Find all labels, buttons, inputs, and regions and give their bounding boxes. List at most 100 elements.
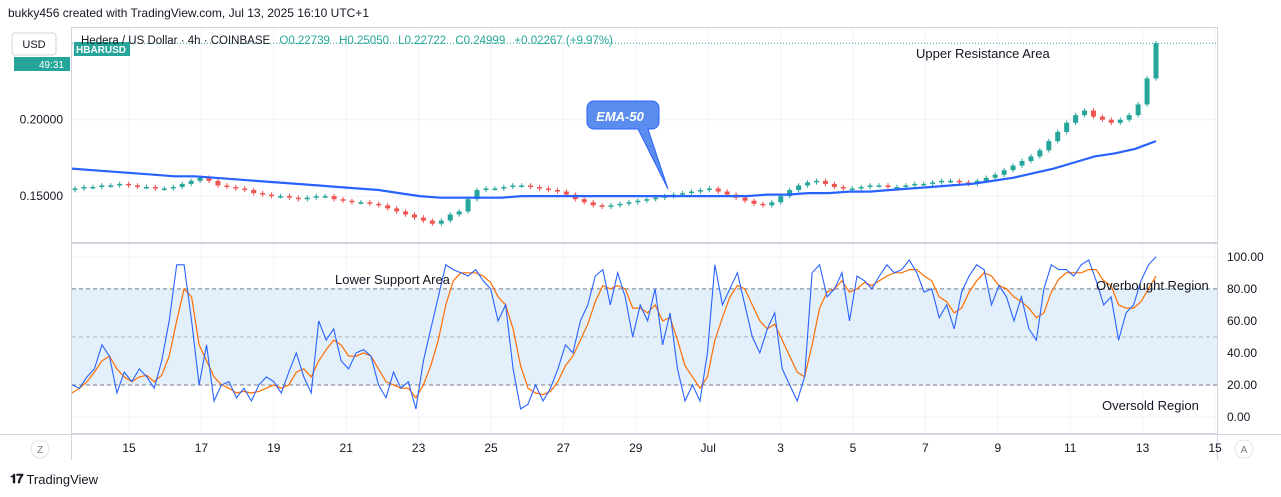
candle-body (367, 202, 373, 204)
candle-body (233, 186, 239, 189)
candle-body (590, 202, 596, 206)
candle-body (617, 203, 623, 206)
candle-body (644, 199, 650, 201)
candle-body (72, 188, 78, 191)
candle-body (1046, 141, 1052, 151)
tradingview-logo[interactable]: 𝟏𝟕 TradingView (10, 471, 98, 487)
candle-body (1126, 115, 1132, 120)
stoch-tick-label: 100.00 (1227, 250, 1264, 264)
candle-body (796, 185, 802, 191)
candle-body (340, 199, 346, 201)
candle-body (376, 203, 382, 206)
candle-body (563, 191, 569, 195)
x-tick-label: 29 (629, 441, 643, 455)
time-scale: 15 17 19 21 23 25 27 29 Jul 3 5 7 9 11 13 15 (122, 441, 1222, 455)
candle-body (751, 200, 757, 204)
candle-body (903, 185, 909, 187)
ema-callout (586, 100, 669, 190)
x-tick-label: Jul (701, 441, 716, 455)
candlestick-series (72, 40, 1159, 226)
candle-body (1117, 119, 1123, 123)
ohlc-change: +0.02267 (+9.97%) (514, 35, 613, 47)
chart-credit: bukky456 created with TradingView.com, J… (8, 6, 369, 20)
candle-body (545, 188, 551, 191)
candle-body (1090, 110, 1096, 117)
candle-body (608, 205, 614, 207)
candle-body (152, 186, 158, 189)
z-button[interactable] (30, 439, 50, 459)
candle-body (206, 177, 212, 181)
candle-body (840, 186, 846, 189)
candle-body (1037, 150, 1043, 157)
candle-body (456, 211, 462, 215)
stoch-tick-label: 80.00 (1227, 282, 1257, 296)
candle-body (554, 190, 560, 192)
candle-body (706, 188, 712, 191)
candle-body (269, 194, 275, 197)
chart-canvas[interactable]: 0.20000 0.15000 100.00 80.00 60.00 40.00 20.0… (0, 0, 1281, 470)
candle-body (760, 203, 766, 206)
stoch-tick-label: 40.00 (1227, 346, 1257, 360)
x-tick-label: 21 (340, 441, 354, 455)
candle-body (349, 200, 355, 203)
candle-body (447, 214, 453, 221)
ohlc-high: H0.25050 (339, 35, 389, 47)
candle-body (510, 185, 516, 187)
candle-body (1108, 119, 1114, 123)
candle-body (313, 196, 319, 198)
candle-body (715, 188, 721, 192)
oversold-label: Oversold Region (1102, 398, 1199, 413)
symbol-line: Hedera / US Dollar · 4h · COINBASE O0.22… (81, 35, 613, 47)
candle-body (465, 199, 471, 212)
currency-box[interactable] (11, 32, 57, 56)
x-tick-label: 11 (1064, 441, 1077, 455)
candle-body (849, 188, 855, 190)
candle-body (420, 217, 426, 221)
candle-body (688, 191, 694, 194)
x-tick-label: 19 (267, 441, 281, 455)
tradingview-logo-text: TradingView (26, 471, 99, 487)
candle-body (912, 183, 918, 186)
candle-body (537, 186, 543, 189)
candle-body (948, 180, 954, 183)
candle-body (983, 177, 989, 181)
candle-body (653, 197, 659, 200)
candle-body (394, 208, 400, 212)
candle-body (492, 188, 498, 190)
candle-body (581, 199, 587, 203)
currency-label[interactable]: USD (22, 39, 45, 51)
candle-body (831, 183, 837, 187)
candle-body (483, 188, 489, 191)
candle-body (528, 185, 534, 187)
candle-body (224, 185, 230, 187)
candle-body (99, 185, 105, 187)
candle-body (403, 211, 409, 215)
candle-body (626, 202, 632, 204)
candle-body (1064, 122, 1070, 132)
x-tick-label: 17 (195, 441, 209, 455)
z-label[interactable]: Z (37, 445, 43, 456)
price-label: 49:31 (39, 60, 64, 71)
candle-body (1028, 156, 1034, 161)
a-button[interactable] (1234, 439, 1254, 459)
a-label[interactable]: A (1241, 445, 1248, 456)
candle-body (438, 220, 444, 224)
candle-body (277, 196, 283, 198)
x-tick-label: 7 (922, 441, 929, 455)
ohlc-close: C0.24999 (455, 35, 505, 47)
ema-callout-label: EMA-50 (596, 109, 644, 124)
x-tick-label: 23 (412, 441, 426, 455)
price-tick-label: 0.20000 (20, 113, 64, 127)
candle-body (697, 190, 703, 192)
symbol-tag-bg (74, 42, 130, 56)
candle-body (1010, 165, 1016, 171)
candle-body (814, 180, 820, 183)
candle-body (519, 185, 525, 187)
candle-body (126, 183, 132, 186)
candle-body (858, 186, 864, 189)
x-tick-label: 15 (1208, 441, 1222, 455)
candle-body (680, 193, 686, 195)
candle-body (822, 180, 828, 184)
candle-body (1055, 131, 1061, 142)
candle-body (385, 205, 391, 209)
